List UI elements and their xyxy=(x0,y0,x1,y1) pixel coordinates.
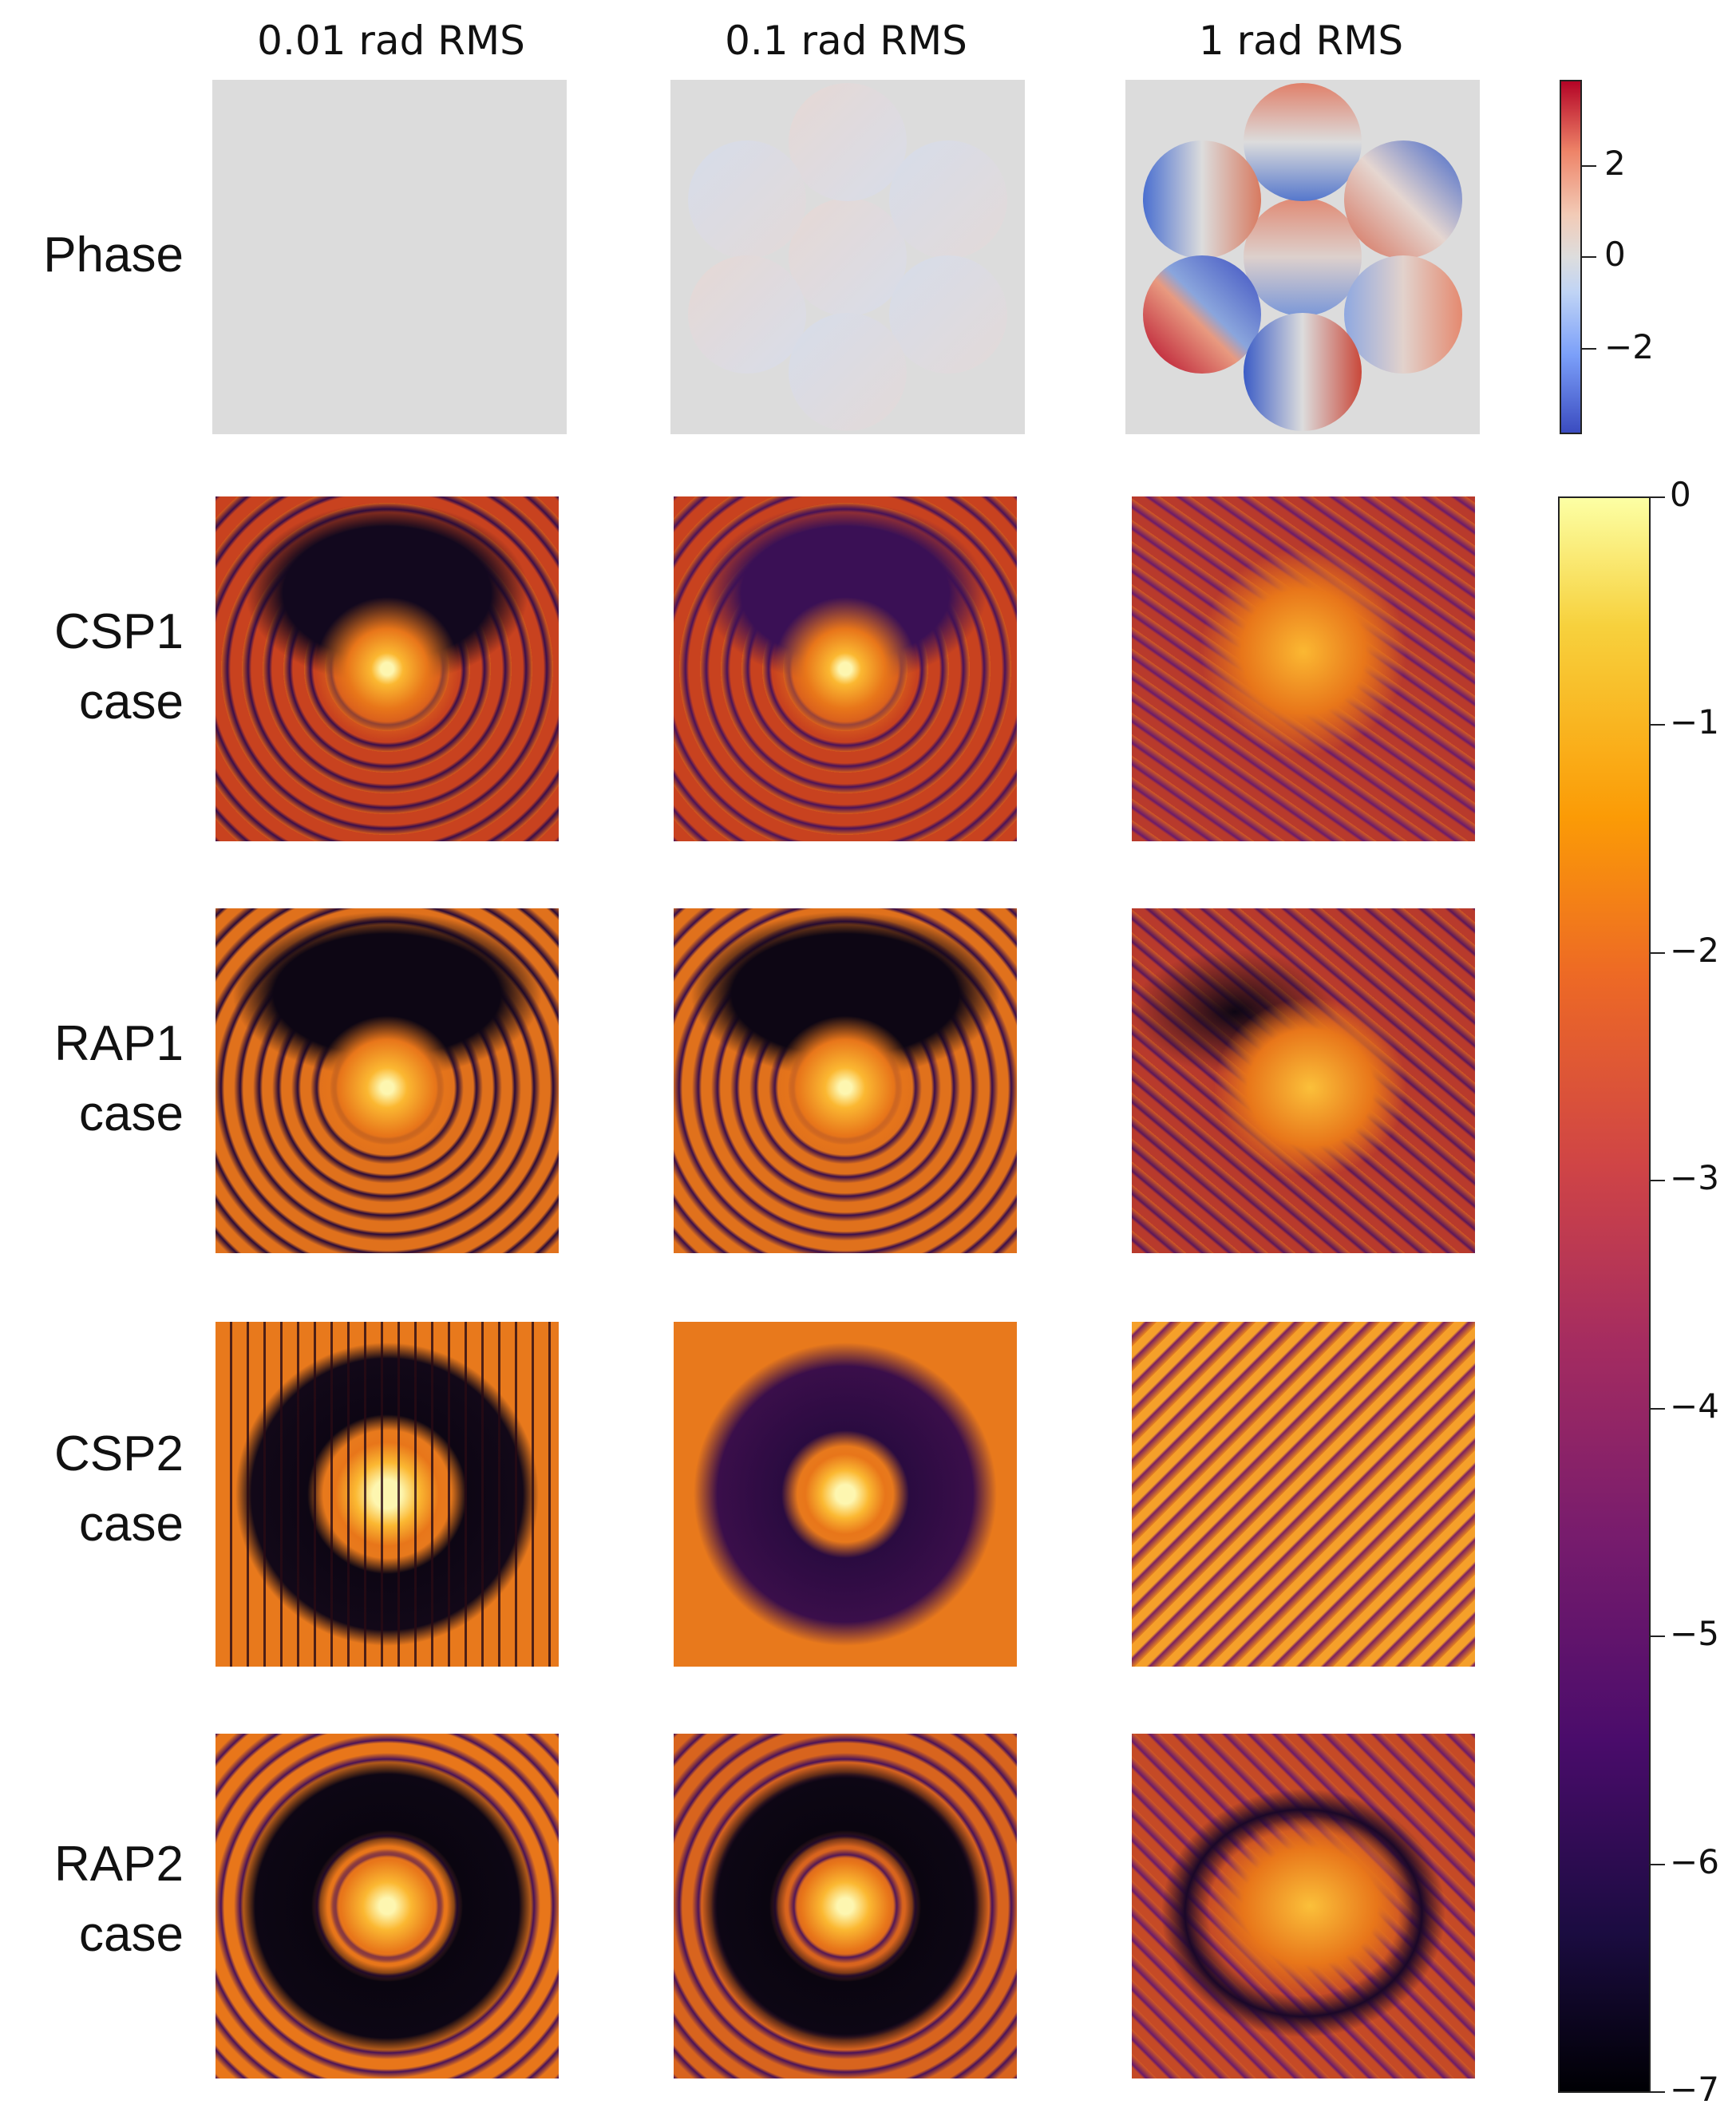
psf-panel-rap1-1 xyxy=(1132,908,1475,1253)
psf-colorbar-tick xyxy=(1651,1863,1665,1865)
psf-panel-csp1-0.01 xyxy=(216,496,559,841)
phase-colorbar-tick xyxy=(1582,348,1596,350)
row-label-rap1-line2: case xyxy=(79,1086,184,1141)
psf-colorbar-label: −6 xyxy=(1670,1841,1719,1881)
column-title-1: 1 rad RMS xyxy=(1198,18,1404,64)
psf-colorbar-tick xyxy=(1651,951,1665,954)
psf-panel-rap2-1 xyxy=(1132,1734,1475,2078)
psf-colorbar-tick xyxy=(1651,1635,1665,1638)
psf-panel-rap1-0.01 xyxy=(216,908,559,1253)
row-label-csp2: CSP2 case xyxy=(8,1419,184,1560)
psf-colorbar-label: 0 xyxy=(1670,475,1691,514)
phase-colorbar-label: 2 xyxy=(1604,144,1626,183)
row-label-csp1-line2: case xyxy=(79,674,184,730)
psf-colorbar-tick xyxy=(1651,724,1665,726)
psf-colorbar-label: −7 xyxy=(1670,2070,1719,2109)
psf-panel-rap2-0.01 xyxy=(216,1734,559,2078)
row-label-rap1-line1: RAP1 xyxy=(54,1016,184,1071)
psf-colorbar-label: −1 xyxy=(1670,702,1719,742)
psf-colorbar-tick xyxy=(1651,2091,1665,2093)
psf-panel-rap1-0.1 xyxy=(674,908,1017,1253)
psf-panel-csp2-0.01 xyxy=(216,1322,559,1667)
phase-panel-0.1 xyxy=(670,80,1025,434)
row-label-csp2-line2: case xyxy=(79,1497,184,1552)
phase-colorbar-label: 0 xyxy=(1604,235,1626,274)
psf-panel-csp1-0.1 xyxy=(674,496,1017,841)
column-title-0.1: 0.1 rad RMS xyxy=(725,18,967,64)
row-label-csp1: CSP1 case xyxy=(8,597,184,738)
column-title-0.01: 0.01 rad RMS xyxy=(257,18,525,64)
row-label-csp2-line1: CSP2 xyxy=(54,1426,184,1481)
psf-panel-csp1-1 xyxy=(1132,496,1475,841)
phase-colorbar-tick xyxy=(1582,165,1596,167)
psf-colorbar-label: −2 xyxy=(1670,930,1719,970)
row-label-rap2-line1: RAP2 xyxy=(54,1837,184,1892)
psf-colorbar-label: −5 xyxy=(1670,1614,1719,1654)
psf-panel-rap2-0.1 xyxy=(674,1734,1017,2078)
row-label-rap2-line2: case xyxy=(79,1907,184,1962)
psf-colorbar-label: −3 xyxy=(1670,1158,1719,1198)
row-label-phase: Phase xyxy=(8,220,184,291)
phase-colorbar-tick xyxy=(1582,256,1596,258)
phase-panel-0.01 xyxy=(212,80,567,434)
psf-colorbar-tick xyxy=(1651,1180,1665,1182)
row-label-csp1-line1: CSP1 xyxy=(54,604,184,659)
row-label-phase-text: Phase xyxy=(43,227,184,283)
psf-colorbar-label: −4 xyxy=(1670,1386,1719,1426)
psf-colorbar xyxy=(1558,496,1651,2093)
psf-colorbar-tick xyxy=(1651,1407,1665,1410)
psf-panel-csp2-1 xyxy=(1132,1322,1475,1667)
phase-panel-1 xyxy=(1125,80,1480,434)
phase-colorbar-label: −2 xyxy=(1604,327,1654,366)
row-label-rap2: RAP2 case xyxy=(8,1829,184,1970)
phase-colorbar xyxy=(1560,80,1582,434)
row-label-rap1: RAP1 case xyxy=(8,1009,184,1149)
psf-colorbar-tick xyxy=(1651,496,1665,498)
psf-panel-csp2-0.1 xyxy=(674,1322,1017,1667)
